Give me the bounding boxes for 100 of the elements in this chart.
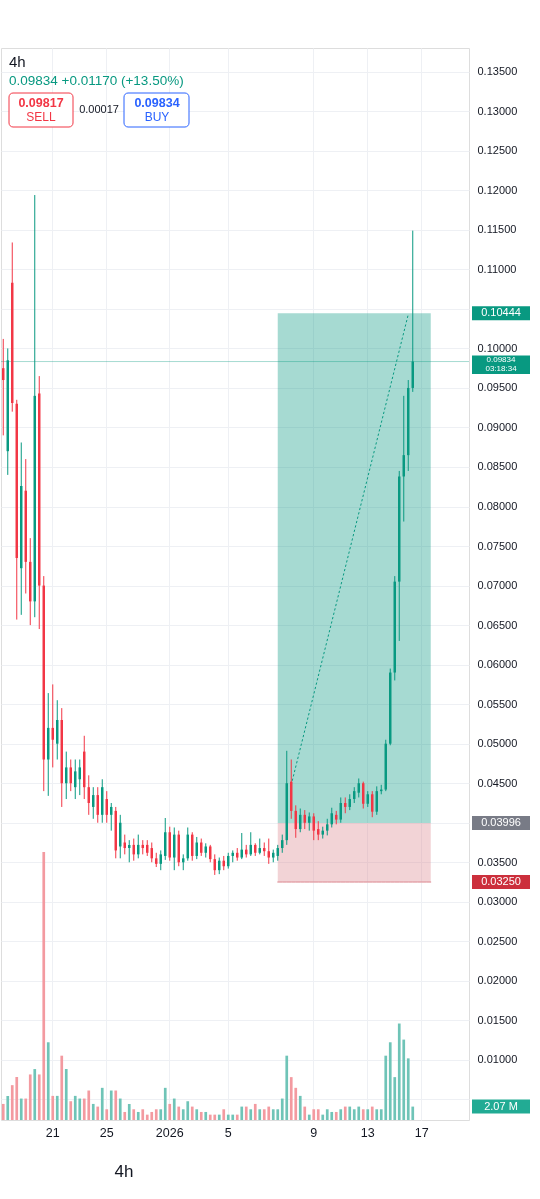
bar bbox=[244, 1106, 248, 1120]
bar bbox=[78, 1098, 82, 1120]
x-tick-label: 5 bbox=[224, 1125, 232, 1140]
y-tick-label: 0.06000 bbox=[477, 658, 518, 671]
y-tick-label: 0.08500 bbox=[477, 460, 518, 473]
x-tick-label: 25 bbox=[99, 1125, 114, 1140]
annotation: SELL bbox=[26, 110, 56, 124]
bar bbox=[366, 1109, 370, 1120]
bar bbox=[15, 1077, 19, 1120]
bar bbox=[19, 1098, 23, 1120]
bar bbox=[64, 1069, 68, 1120]
chart-title: 4h bbox=[9, 53, 26, 70]
bar bbox=[361, 1109, 365, 1120]
y-tick-label: 0.11500 bbox=[477, 223, 517, 236]
bar bbox=[204, 1111, 208, 1120]
y-tick-label: 0.09500 bbox=[477, 381, 518, 394]
text: 03:18:34 bbox=[485, 364, 518, 374]
bar bbox=[100, 1087, 104, 1120]
bar bbox=[96, 1106, 100, 1120]
bar bbox=[118, 1098, 122, 1120]
bar bbox=[208, 1114, 212, 1120]
x-tick-label: 17 bbox=[414, 1125, 429, 1140]
bar bbox=[316, 1109, 320, 1120]
bar bbox=[87, 1090, 91, 1120]
x-tick-label: 21 bbox=[45, 1125, 60, 1140]
text: 2.07 M bbox=[484, 1099, 518, 1112]
y-tick-label: 0.11000 bbox=[477, 262, 517, 275]
annotation: 0.09834 bbox=[134, 96, 180, 110]
bar bbox=[289, 1077, 293, 1120]
annotation: 0.09817 bbox=[18, 96, 64, 110]
bar bbox=[154, 1109, 158, 1120]
bar bbox=[375, 1109, 379, 1120]
bar bbox=[114, 1090, 118, 1120]
y-tick-label: 0.12000 bbox=[477, 183, 518, 196]
text: 0.03996 bbox=[481, 816, 521, 829]
bar bbox=[240, 1106, 244, 1120]
bar bbox=[123, 1111, 127, 1120]
bar bbox=[46, 1042, 50, 1120]
y-tick-label: 0.04500 bbox=[477, 776, 518, 789]
bar bbox=[384, 1055, 388, 1120]
bar bbox=[172, 1098, 176, 1120]
bar bbox=[55, 1095, 59, 1120]
bar bbox=[73, 1095, 77, 1120]
bar bbox=[406, 1058, 410, 1120]
bar bbox=[258, 1109, 262, 1120]
bar bbox=[91, 1103, 95, 1120]
bar bbox=[217, 1114, 221, 1120]
annotation: BUY bbox=[144, 110, 170, 124]
bar bbox=[199, 1111, 203, 1120]
y-tick-label: 0.12500 bbox=[477, 144, 518, 157]
bar bbox=[105, 1109, 109, 1120]
y-tick-label: 0.01500 bbox=[477, 1013, 518, 1026]
bar bbox=[186, 1101, 190, 1120]
bar bbox=[303, 1106, 307, 1120]
bar bbox=[141, 1109, 145, 1120]
y-tick-label: 0.02000 bbox=[477, 974, 518, 987]
bar bbox=[60, 1055, 64, 1120]
y-tick-label: 0.01000 bbox=[477, 1053, 518, 1066]
x-tick-label: 2026 bbox=[155, 1125, 184, 1140]
y-tick-label: 0.07000 bbox=[477, 579, 518, 592]
x-tick-label: 13 bbox=[360, 1125, 375, 1140]
y-tick-label: 0.09000 bbox=[477, 420, 518, 433]
annotation: 0.00017 bbox=[79, 103, 119, 115]
bar bbox=[325, 1109, 329, 1120]
y-tick-label: 0.06500 bbox=[477, 618, 518, 631]
bar bbox=[159, 1109, 163, 1120]
bar bbox=[28, 1074, 32, 1120]
bar bbox=[276, 1109, 280, 1120]
bar bbox=[262, 1109, 266, 1120]
text: 0.10444 bbox=[481, 306, 521, 319]
bar bbox=[226, 1114, 230, 1120]
y-tick-label: 0.02500 bbox=[477, 934, 518, 947]
bar bbox=[357, 1106, 361, 1120]
y-tick-label: 0.05000 bbox=[477, 737, 518, 750]
bar bbox=[190, 1106, 194, 1120]
bar bbox=[285, 1055, 289, 1120]
bar bbox=[150, 1111, 154, 1120]
bar bbox=[370, 1106, 374, 1120]
bar bbox=[312, 1109, 316, 1120]
ref-line-label: 0.09834 bbox=[486, 355, 517, 365]
y-tick-label: 0.05500 bbox=[477, 697, 518, 710]
text: 0.09834 +0.01170 (+13.50%) bbox=[9, 73, 184, 88]
bar bbox=[334, 1111, 338, 1120]
bar bbox=[42, 852, 46, 1120]
bar bbox=[388, 1042, 392, 1120]
bar bbox=[24, 1098, 28, 1120]
bar bbox=[267, 1106, 271, 1120]
bar bbox=[33, 1069, 37, 1120]
text: 0.03250 bbox=[481, 875, 521, 888]
bar bbox=[231, 1114, 235, 1120]
bar bbox=[321, 1114, 325, 1120]
y-tick-label: 0.13000 bbox=[477, 104, 518, 117]
bar bbox=[145, 1114, 149, 1120]
bar bbox=[163, 1087, 167, 1120]
bar bbox=[213, 1114, 217, 1120]
bar bbox=[177, 1106, 181, 1120]
bar bbox=[253, 1103, 257, 1120]
bar bbox=[69, 1101, 73, 1120]
bar bbox=[348, 1106, 352, 1120]
bar bbox=[51, 1095, 55, 1120]
